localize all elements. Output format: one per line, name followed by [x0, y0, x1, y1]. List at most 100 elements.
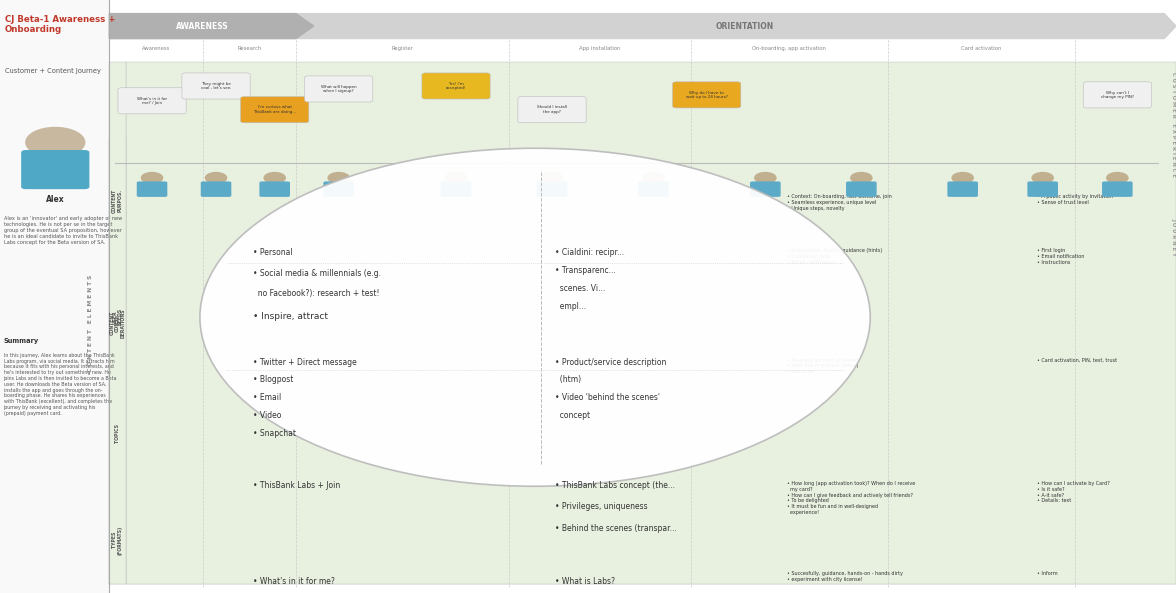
- Text: scenes. Vi...: scenes. Vi...: [555, 284, 606, 293]
- Circle shape: [265, 173, 286, 183]
- Text: Card activation: Card activation: [961, 46, 1002, 50]
- FancyBboxPatch shape: [305, 76, 373, 102]
- Polygon shape: [109, 14, 314, 39]
- Text: They might be
cool - let's see.: They might be cool - let's see.: [201, 82, 232, 90]
- Text: ORIENTATION: ORIENTATION: [716, 21, 774, 31]
- FancyBboxPatch shape: [109, 263, 126, 371]
- FancyBboxPatch shape: [109, 496, 126, 584]
- Text: • Blogpost: • Blogpost: [253, 375, 293, 384]
- FancyBboxPatch shape: [126, 496, 1176, 584]
- FancyBboxPatch shape: [0, 0, 109, 593]
- Text: Summary: Summary: [4, 338, 39, 344]
- Text: • Inform: • Inform: [1037, 571, 1058, 576]
- Text: concept: concept: [555, 411, 590, 420]
- FancyBboxPatch shape: [109, 62, 126, 584]
- Circle shape: [1033, 173, 1054, 183]
- Text: Register: Register: [392, 46, 414, 50]
- Text: no Facebook?): research + test!: no Facebook?): research + test!: [253, 289, 380, 298]
- Circle shape: [328, 173, 349, 183]
- Circle shape: [755, 173, 776, 183]
- FancyBboxPatch shape: [126, 62, 1176, 584]
- Text: I'm curious what
ThisBank are doing...: I'm curious what ThisBank are doing...: [253, 106, 296, 114]
- Text: C O N T E N T   E L E M E N T S: C O N T E N T E L E M E N T S: [88, 275, 93, 372]
- Text: • Context: On-boarding, fast welcome, join
• Seamless experience, unique level
•: • Context: On-boarding, fast welcome, jo…: [787, 195, 891, 211]
- Text: On-boarding, app activation: On-boarding, app activation: [753, 46, 827, 50]
- Text: • Cialdini: recipr...: • Cialdini: recipr...: [555, 248, 624, 257]
- Text: • How can I activate by Card?
• Is it safe?
• A-it safe?
• Details: text: • How can I activate by Card? • Is it sa…: [1037, 481, 1110, 503]
- Circle shape: [1107, 173, 1128, 183]
- Circle shape: [541, 173, 562, 183]
- FancyBboxPatch shape: [1028, 181, 1058, 197]
- Text: • Video 'behind the scenes': • Video 'behind the scenes': [555, 393, 660, 402]
- FancyBboxPatch shape: [260, 181, 290, 197]
- Text: • Twitter + Direct message: • Twitter + Direct message: [253, 358, 356, 366]
- Text: (htm): (htm): [555, 375, 581, 384]
- Text: Why can't I
change my PIN?: Why can't I change my PIN?: [1101, 91, 1134, 99]
- Text: CJ Beta-1 Awareness +
Onboarding: CJ Beta-1 Awareness + Onboarding: [5, 15, 115, 34]
- Polygon shape: [109, 14, 1176, 39]
- FancyBboxPatch shape: [241, 97, 309, 123]
- Text: App installation: App installation: [580, 46, 621, 50]
- Circle shape: [446, 173, 467, 183]
- Text: Alex is an 'innovator' and early adopter of new
technologies. He is not per se i: Alex is an 'innovator' and early adopter…: [4, 216, 122, 245]
- Text: • Behind the scenes (transpar...: • Behind the scenes (transpar...: [555, 524, 677, 533]
- FancyBboxPatch shape: [846, 181, 876, 197]
- Text: • First login
• Email notification
• Instructions: • First login • Email notification • Ins…: [1037, 248, 1084, 265]
- FancyBboxPatch shape: [201, 181, 232, 197]
- Text: • Social media & millennials (e.g.: • Social media & millennials (e.g.: [253, 269, 381, 278]
- Text: • How long (app activation took)? When do I receive
  my card?
• How can I give : • How long (app activation took)? When d…: [787, 481, 915, 515]
- Text: • A public activity by invitation
• Sense of trust level: • A public activity by invitation • Sens…: [1037, 195, 1114, 205]
- Text: What's in it for
me? / Join: What's in it for me? / Join: [136, 97, 167, 105]
- Circle shape: [26, 127, 85, 157]
- FancyBboxPatch shape: [750, 181, 781, 197]
- FancyBboxPatch shape: [948, 181, 978, 197]
- FancyBboxPatch shape: [182, 73, 250, 99]
- Text: • ThisBank Labs concept (the...: • ThisBank Labs concept (the...: [555, 481, 675, 490]
- FancyBboxPatch shape: [1102, 181, 1132, 197]
- FancyBboxPatch shape: [673, 82, 741, 108]
- FancyBboxPatch shape: [517, 97, 586, 123]
- FancyBboxPatch shape: [21, 150, 89, 189]
- Text: Research: Research: [238, 46, 262, 50]
- Text: empl...: empl...: [555, 302, 586, 311]
- FancyBboxPatch shape: [441, 181, 472, 197]
- FancyBboxPatch shape: [109, 371, 126, 496]
- Text: • Transparenc...: • Transparenc...: [555, 266, 616, 275]
- Text: TYPES
(FORMATS): TYPES (FORMATS): [112, 525, 123, 554]
- Circle shape: [206, 173, 227, 183]
- Circle shape: [200, 148, 870, 486]
- Text: • What's in it for me?: • What's in it for me?: [253, 577, 335, 586]
- Text: Yes! I'm
accepted!: Yes! I'm accepted!: [446, 82, 466, 90]
- Text: • ThisBank Labs + Join: • ThisBank Labs + Join: [253, 481, 340, 490]
- Circle shape: [953, 173, 974, 183]
- Text: Customer + Content Journey: Customer + Content Journey: [5, 68, 101, 74]
- FancyBboxPatch shape: [1083, 82, 1151, 108]
- Text: • Personal: • Personal: [253, 248, 293, 257]
- Text: • Privileges, uniqueness: • Privileges, uniqueness: [555, 502, 648, 511]
- Text: • Product/service description: • Product/service description: [555, 358, 667, 366]
- Text: • Inspire, attract: • Inspire, attract: [253, 311, 328, 321]
- Text: TOPICS: TOPICS: [115, 424, 120, 443]
- FancyBboxPatch shape: [422, 73, 490, 99]
- Text: C U S T O M E R   E X P E R I E N C E: C U S T O M E R E X P E R I E N C E: [1171, 72, 1176, 177]
- Text: • Card activation, PIN, test, trust: • Card activation, PIN, test, trust: [1037, 358, 1117, 362]
- Text: Alex: Alex: [46, 195, 65, 203]
- Text: AWARENESS: AWARENESS: [176, 21, 229, 31]
- Text: • Payment account activated
• Next due in process (when)
• Welcome: • Payment account activated • Next due i…: [787, 358, 858, 374]
- Text: Awareness: Awareness: [142, 46, 171, 50]
- Circle shape: [141, 173, 162, 183]
- Text: J O U R N E Y: J O U R N E Y: [1171, 218, 1176, 256]
- Text: Why do I have to
wait up to 24 hours?: Why do I have to wait up to 24 hours?: [686, 91, 728, 99]
- FancyBboxPatch shape: [639, 181, 669, 197]
- FancyBboxPatch shape: [109, 138, 126, 263]
- Text: Should I install
the app?: Should I install the app?: [537, 106, 567, 114]
- FancyBboxPatch shape: [118, 88, 186, 114]
- FancyBboxPatch shape: [323, 181, 354, 197]
- Circle shape: [850, 173, 871, 183]
- Text: • Email: • Email: [253, 393, 281, 402]
- FancyBboxPatch shape: [536, 181, 567, 197]
- Text: • What is Labs?: • What is Labs?: [555, 577, 615, 586]
- Text: CONTENT
CONSI-
DERATIONS: CONTENT CONSI- DERATIONS: [109, 308, 126, 338]
- Text: USER
NEEDS: USER NEEDS: [112, 308, 123, 326]
- Text: • Snapchat: • Snapchat: [253, 429, 296, 438]
